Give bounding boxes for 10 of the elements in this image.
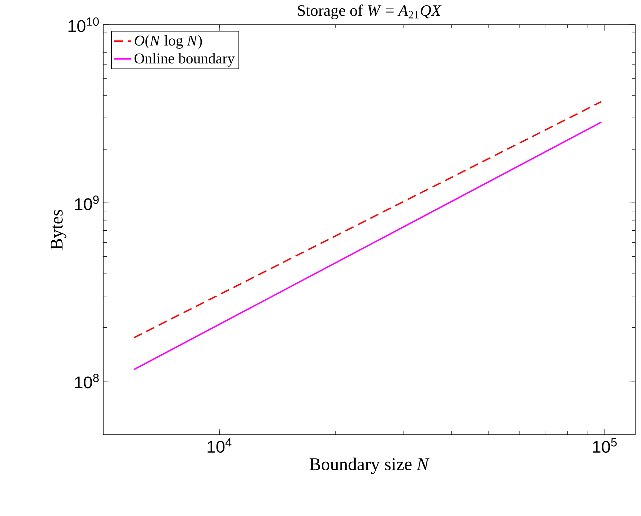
- y-tick-label: 10$^{10}$: [68, 18, 100, 32]
- chart-title: Storage of W = A$_{21}$QX: [298, 4, 442, 20]
- y-tick-label: 10$^{8}$: [75, 374, 99, 389]
- x-tick-label: 10$^{5}$: [593, 438, 617, 454]
- legend-label: O(N log N): [134, 35, 202, 49]
- y-tick-label: 10$^{9}$: [75, 196, 99, 211]
- y-axis-title: Bytes: [50, 210, 67, 250]
- legend-label: Online boundary: [134, 53, 235, 67]
- x-axis-title: Boundary size N: [310, 458, 430, 474]
- x-tick-label: 10$^{4}$: [208, 438, 232, 454]
